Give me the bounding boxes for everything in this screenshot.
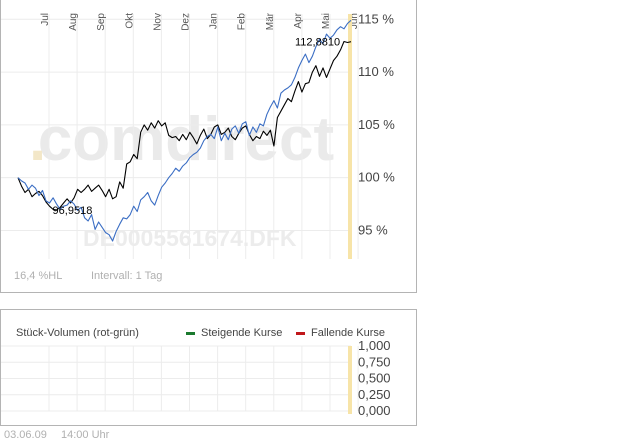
y-tick-label: 115 % — [358, 11, 394, 26]
current-period-band — [348, 14, 352, 259]
footer-time: 14:00 Uhr — [61, 429, 110, 441]
month-label: Jul — [40, 13, 51, 26]
month-label: Jan — [209, 13, 220, 29]
price-grid — [1, 14, 359, 259]
annotation-layer: 96,9518 112,8810 — [53, 37, 341, 217]
price-line-blue — [17, 19, 352, 242]
price-chart: comdirect . DE0005561674.DFK Jul Aug Sep Ok… — [1, 11, 395, 282]
volume-tick-label: 0,500 — [358, 371, 391, 386]
month-label: Apr — [293, 12, 304, 28]
min-value-label: 96,9518 — [53, 205, 93, 217]
month-label: Dez — [181, 13, 192, 31]
volume-current-band — [348, 346, 352, 414]
rising-swatch — [186, 331, 195, 335]
legend-rising: Steigende Kurse — [186, 327, 282, 339]
month-label: Mai — [321, 13, 332, 29]
y-tick-label: 110 % — [358, 64, 394, 79]
volume-tick-label: 1,000 — [358, 338, 391, 353]
volume-tick-label: 0,750 — [358, 354, 391, 369]
y-tick-label: 95 % — [358, 222, 388, 237]
y-tick-label: 105 % — [358, 117, 395, 132]
month-label: Sep — [96, 13, 107, 31]
y-tick-label: 100 % — [358, 170, 395, 185]
last-value-label: 112,8810 — [295, 37, 340, 49]
volume-tick-label: 0,250 — [358, 387, 391, 402]
legend-falling: Fallende Kurse — [296, 327, 385, 339]
legend-falling-label: Fallende Kurse — [311, 327, 385, 339]
month-label: Nov — [152, 13, 163, 31]
volume-grid — [1, 345, 359, 412]
falling-swatch — [296, 331, 305, 335]
legend-rising-label: Steigende Kurse — [201, 327, 283, 339]
price-line-black — [17, 40, 352, 211]
price-chart-panel: comdirect . DE0005561674.DFK Jul Aug Sep Ok… — [0, 0, 417, 293]
series-layer — [17, 19, 352, 242]
watermark-dot: . — [29, 105, 46, 174]
range-label: 16,4 %HL — [14, 270, 62, 282]
interval-label: Intervall: 1 Tag — [91, 270, 162, 282]
footer-date: 03.06.09 — [4, 429, 47, 441]
volume-tick-label: 0,000 — [358, 403, 391, 418]
month-label: Jun — [349, 13, 360, 29]
month-labels: Jul Aug Sep Okt Nov Dez Jan Feb Mär Apr Mai Jun — [40, 12, 360, 30]
volume-title: Stück-Volumen (rot-grün) — [16, 327, 139, 339]
month-label: Aug — [68, 13, 79, 31]
month-label: Feb — [237, 13, 248, 31]
volume-chart-panel: Stück-Volumen (rot-grün) Steigende Kurse… — [0, 309, 417, 426]
month-label: Mär — [265, 12, 276, 30]
y-tick-labels: 115 % 110 % 105 % 100 % 95 % — [358, 11, 395, 237]
month-label: Okt — [124, 13, 135, 29]
